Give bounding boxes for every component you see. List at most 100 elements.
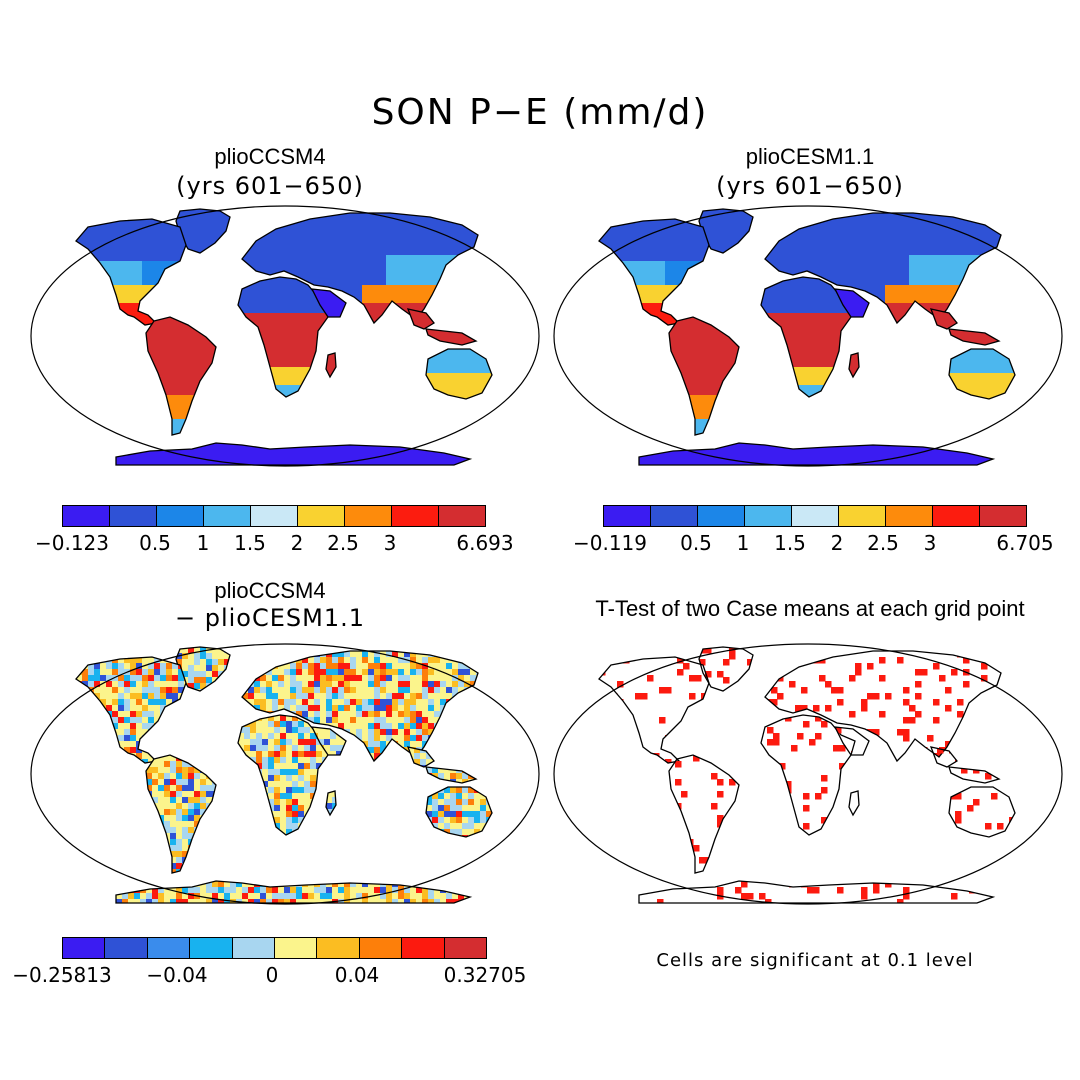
panel4-note: Cells are significant at 0.1 level [656,950,974,971]
colorbar-swatch [402,938,445,958]
colorbar-tick-label: 6.693 [456,531,514,555]
land-southAmerica [669,755,739,873]
coastline-australia [948,348,1016,400]
map-boundary [30,205,540,467]
panel3-title: plioCCSM4 [214,578,326,603]
coastline-antarctica [638,880,996,904]
coastline-northAmerica [75,218,187,326]
map-boundary [553,205,1063,467]
colorbar-tick-label: 3 [383,531,397,555]
land-southAmerica [146,755,216,873]
colorbar-tick-label: 2 [830,531,844,555]
coastline-madagascar [325,790,337,817]
map-boundary [553,643,1063,905]
panel4-map [553,643,1063,905]
coastline-australia [425,786,493,838]
colorbar-tick-label: −0.25813 [12,963,112,987]
colorbar-swatch [933,506,980,526]
colorbar-tick-label: 0.5 [680,531,712,555]
colorbar-tick-label: −0.04 [146,963,208,987]
coastline-southAmerica [668,754,740,874]
colorbar-swatch [157,506,204,526]
coastline-australia [948,786,1016,838]
colorbar-swatch [839,506,886,526]
coastline-indonesia [425,328,478,346]
colorbar-swatch [392,506,439,526]
land-northAmerica [599,657,708,763]
colorbar-swatch [317,938,360,958]
coastline-madagascar [848,790,860,817]
panel4-title: T-Test of two Case means at each grid po… [595,596,1025,621]
coastline-northAmerica [75,656,187,764]
coastline-antarctica [638,442,996,466]
colorbar-tick-label: 3 [923,531,937,555]
colorbar-swatch [359,938,403,958]
coastline-arabia [833,726,870,756]
land-africa [761,715,855,835]
colorbar-tick-label: 2.5 [327,531,359,555]
coastline-africa [760,714,856,836]
coastline-madagascar [325,352,337,379]
coastline-africa [760,276,856,398]
coastline-indonesia [948,328,1001,346]
colorbar-swatch [792,506,839,526]
colorbar-swatch [345,506,392,526]
panel2-map [553,205,1063,467]
colorbar-swatch [204,506,251,526]
colorbar-swatch [298,506,345,526]
coastline-antarctica [115,442,473,466]
colorbar-tick-label: 1.5 [234,531,266,555]
colorbar-swatch [651,506,698,526]
colorbar-swatch [110,506,157,526]
colorbar-tick-label: 1 [196,531,210,555]
colorbar-tick-label: 0 [265,963,279,987]
panel3-subtitle: − plioCESM1.1 [174,604,366,632]
panel1-colorbar [62,505,486,527]
land-southAmerica [146,317,216,435]
land-eurasia [765,651,1001,761]
panel1-subtitle: (yrs 601−650) [176,172,364,200]
colorbar-tick-label: 0.32705 [443,963,527,987]
land-northAmerica [76,657,186,763]
land-northAmerica [599,219,709,325]
coastline-arabia [833,288,870,318]
coastline-seAsia [406,308,435,330]
panel2-colorbar [603,505,1027,527]
colorbar-tick-label: −0.123 [34,531,110,555]
coastline-indonesia [425,766,478,784]
land-antarctica [645,881,976,903]
figure-title: SON P−E (mm/d) [371,92,709,133]
coastline-southAmerica [668,316,740,436]
map-boundary [30,643,540,905]
colorbar-tick-label: 0.5 [139,531,171,555]
coastline-northAmerica [598,218,710,326]
colorbar-swatch [980,506,1026,526]
coastline-indonesia [948,766,1001,784]
panel3-map [30,643,540,905]
colorbar-tick-label: 2 [290,531,304,555]
colorbar-swatch [63,506,110,526]
colorbar-swatch [745,506,792,526]
coastline-madagascar [848,352,860,379]
land-northAmerica [76,219,186,325]
coastline-africa [237,714,333,836]
colorbar-swatch [251,506,298,526]
coastline-arabia [310,288,347,318]
land-antarctica [116,443,470,465]
colorbar-swatch [190,938,233,958]
coastline-seAsia [929,746,958,768]
colorbar-tick-label: 1.5 [774,531,806,555]
colorbar-swatch [232,938,276,958]
coastline-arabia [310,726,347,756]
colorbar-swatch [147,938,191,958]
panel2-title: plioCESM1.1 [745,144,875,169]
coastline-southAmerica [145,754,217,874]
colorbar-tick-label: 6.705 [996,531,1054,555]
coastline-greenland [698,646,754,692]
coastline-seAsia [929,308,958,330]
colorbar-tick-label: 0.04 [334,963,380,987]
colorbar-swatch [439,506,485,526]
panel1-title: plioCCSM4 [214,144,326,169]
panel2-subtitle: (yrs 601−650) [716,172,904,200]
